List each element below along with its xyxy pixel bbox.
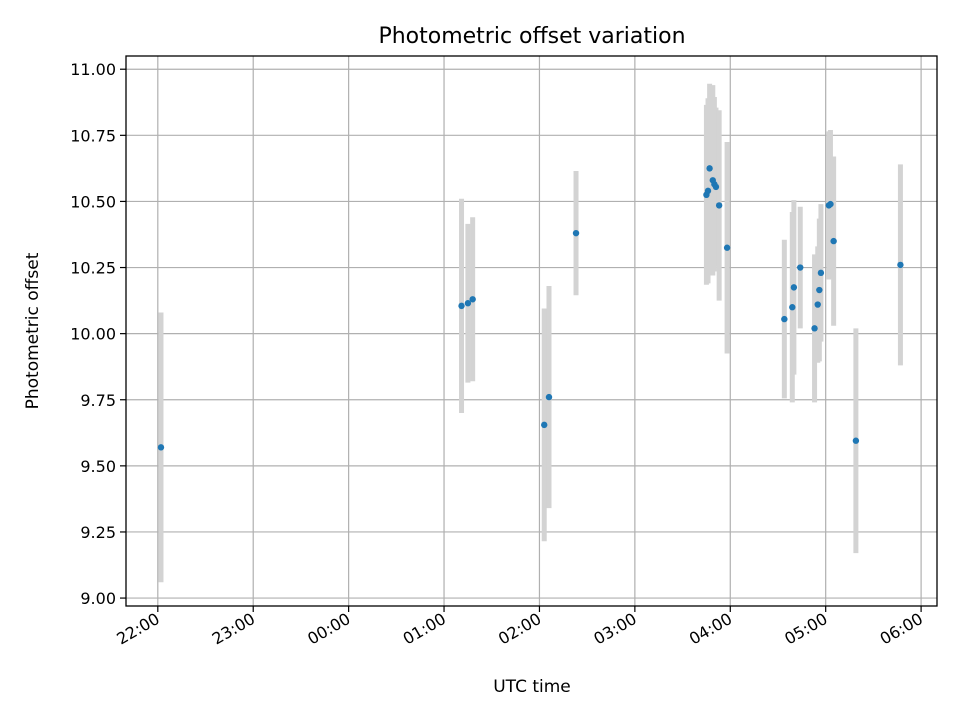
data-point xyxy=(817,269,825,277)
data-point xyxy=(852,437,860,444)
y-tick-label: 9.25 xyxy=(80,523,116,542)
x-axis-ticks: 22:00 23:00 00:00 01:00 02:00 03:00 04:00 05:00… xyxy=(113,606,926,649)
data-point xyxy=(781,315,788,323)
data-point xyxy=(723,244,731,251)
data-point xyxy=(545,393,553,401)
data-point xyxy=(469,296,476,303)
y-tick-label: 10.50 xyxy=(70,192,116,211)
grid-lines xyxy=(126,56,937,606)
y-tick-label: 9.50 xyxy=(80,457,116,476)
data-point xyxy=(572,229,580,237)
x-tick-label: 02:00 xyxy=(495,609,544,649)
x-axis-label: UTC time xyxy=(493,677,571,697)
y-axis-label: Photometric offset xyxy=(23,252,43,409)
error-bars xyxy=(158,83,903,583)
data-point xyxy=(458,302,465,310)
x-tick-label: 22:00 xyxy=(113,609,162,649)
data-point xyxy=(897,261,904,269)
chart-title: Photometric offset variation xyxy=(378,24,685,49)
data-point xyxy=(541,421,548,429)
y-axis-ticks: 9.00 9.25 9.50 9.75 10.00 10.25 10.50 10.75 11.0… xyxy=(70,60,126,608)
data-point xyxy=(157,444,165,451)
y-tick-label: 10.25 xyxy=(70,259,116,278)
y-tick-label: 9.75 xyxy=(80,391,116,410)
y-tick-label: 10.00 xyxy=(70,325,116,344)
data-point xyxy=(704,187,712,195)
data-point xyxy=(790,284,798,291)
data-point xyxy=(715,202,723,209)
data-point xyxy=(706,165,713,172)
y-tick-label: 10.75 xyxy=(70,126,116,145)
data-point xyxy=(830,237,837,245)
x-tick-label: 06:00 xyxy=(877,609,926,649)
data-points xyxy=(157,165,904,451)
data-point xyxy=(789,304,796,311)
data-point xyxy=(464,300,472,307)
data-point xyxy=(712,183,720,191)
data-point xyxy=(811,325,818,332)
data-point xyxy=(814,301,821,308)
data-point xyxy=(816,286,823,294)
x-tick-label: 04:00 xyxy=(686,609,735,649)
data-point xyxy=(827,200,834,208)
x-tick-label: 23:00 xyxy=(209,609,258,649)
x-tick-label: 05:00 xyxy=(781,609,830,649)
x-tick-label: 03:00 xyxy=(590,609,639,649)
y-tick-label: 11.00 xyxy=(70,60,116,79)
data-point xyxy=(797,264,804,271)
x-tick-label: 00:00 xyxy=(304,609,353,649)
plot-frame xyxy=(125,55,938,607)
y-tick-label: 9.00 xyxy=(80,589,116,608)
x-tick-label: 01:00 xyxy=(400,609,449,649)
